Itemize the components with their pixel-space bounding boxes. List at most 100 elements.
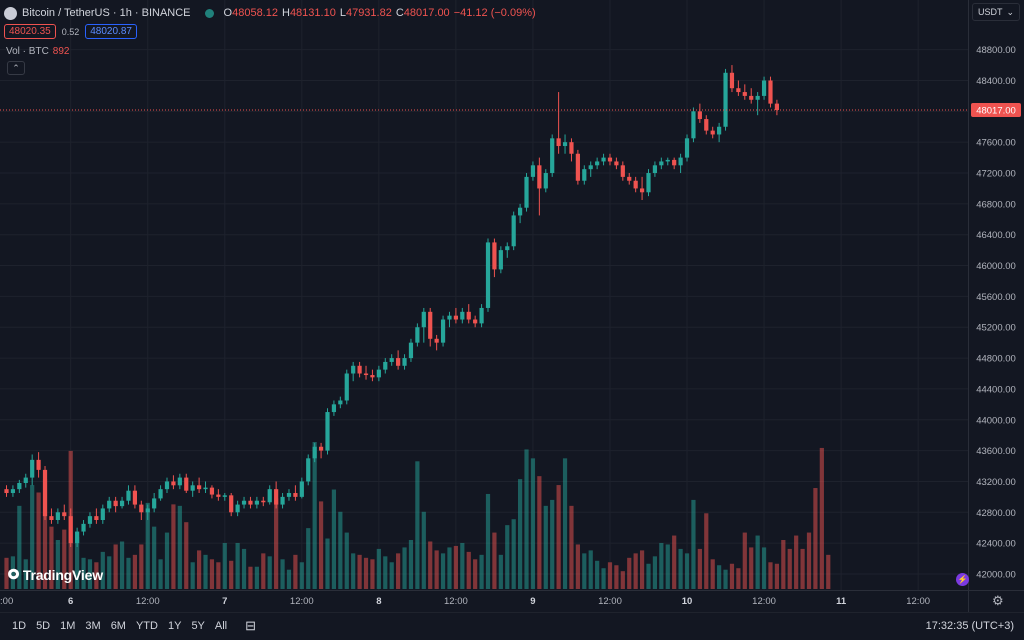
candle-body — [164, 481, 170, 490]
candle-body — [492, 242, 497, 270]
range-1y-button[interactable]: 1Y — [167, 619, 182, 632]
volume-bar — [562, 458, 568, 589]
price-chart[interactable]: 48800.0048400.0048000.0047600.0047200.00… — [0, 0, 1024, 612]
candle-body — [325, 412, 330, 451]
candle-body — [550, 138, 555, 174]
symbol-title[interactable]: Bitcoin / TetherUS · 1h · BINANCE — [22, 7, 191, 19]
candle-body — [312, 446, 317, 459]
chevron-down-icon: ⌄ — [1006, 6, 1014, 17]
x-tick-label: 12:00 — [290, 596, 314, 607]
sell-price-button[interactable]: 48020.35 — [4, 24, 56, 39]
volume-bar — [704, 513, 709, 589]
volume-bar — [23, 559, 28, 589]
candle-body — [440, 319, 446, 343]
y-tick-label: 48800.00 — [976, 45, 1016, 56]
candle-body — [49, 516, 54, 521]
candle-body — [485, 242, 491, 308]
candle-body — [274, 489, 279, 505]
clock-readout[interactable]: 17:32:35 (UTC+3) — [925, 619, 1014, 632]
range-3m-button[interactable]: 3M — [85, 619, 101, 632]
range-1m-button[interactable]: 1M — [60, 619, 76, 632]
volume-bar — [318, 501, 324, 589]
candle-body — [749, 95, 754, 100]
candle-body — [530, 165, 536, 177]
volume-bar — [717, 565, 722, 589]
candle-body — [428, 311, 433, 339]
range-5y-button[interactable]: 5Y — [191, 619, 205, 632]
candle-body — [87, 516, 93, 524]
candle-body — [344, 373, 349, 401]
candle-body — [543, 173, 548, 189]
candle-body — [75, 531, 80, 544]
volume-bar — [42, 479, 48, 589]
volume-bar — [100, 551, 105, 589]
x-tick-label: 6 — [68, 596, 73, 607]
volume-bar — [280, 559, 285, 589]
close-value: 48017.00 — [403, 7, 450, 19]
lightning-icon[interactable]: ⚡ — [956, 573, 969, 586]
candle-body — [203, 487, 208, 490]
candle-body — [453, 315, 458, 320]
calendar-icon[interactable]: ⊟ — [245, 617, 257, 633]
x-tick-label: 12:00 — [444, 596, 468, 607]
currency-selector[interactable]: USDT ⌄ — [972, 3, 1020, 21]
volume-bar — [383, 556, 388, 589]
range-all-button[interactable]: All — [214, 619, 228, 632]
volume-bar — [556, 485, 561, 589]
volume-bar — [248, 566, 253, 589]
candle-body — [184, 477, 189, 491]
candle-body — [152, 498, 157, 509]
candle-body — [723, 72, 728, 127]
volume-bar — [107, 556, 112, 589]
candle-body — [569, 142, 574, 154]
volume-bar — [229, 560, 234, 589]
volume-bar — [408, 540, 414, 589]
range-6m-button[interactable]: 6M — [110, 619, 126, 632]
market-status-icon[interactable] — [204, 8, 214, 18]
tradingview-logo[interactable]: 🞉 TradingView — [8, 566, 103, 583]
candle-body — [684, 138, 690, 158]
volume-bar — [691, 499, 696, 589]
y-tick-label: 47600.00 — [976, 138, 1016, 149]
collapse-legend-button[interactable]: ⌃ — [7, 61, 25, 75]
volume-bar — [826, 554, 831, 589]
candle-body — [293, 493, 298, 497]
candle-body — [473, 319, 478, 324]
volume-bar — [466, 551, 471, 589]
last-price-tag — [971, 103, 1021, 118]
volume-bar — [389, 562, 394, 589]
candle-body — [55, 512, 60, 521]
volume-bar — [261, 553, 266, 589]
volume-bar — [761, 547, 767, 589]
range-1d-button[interactable]: 1D — [12, 619, 27, 632]
candle-body — [248, 500, 253, 505]
volume-label[interactable]: Vol · BTC — [6, 46, 49, 57]
gear-icon[interactable]: ⚙ — [992, 593, 1004, 608]
bitcoin-logo-icon — [4, 6, 17, 20]
volume-bar — [492, 532, 497, 589]
volume-bar — [659, 542, 664, 589]
range-5d-button[interactable]: 5D — [36, 619, 51, 632]
volume-bar — [434, 550, 439, 589]
volume-bar — [10, 556, 16, 589]
volume-bar — [216, 562, 221, 589]
candle-body — [460, 311, 465, 320]
volume-value: 892 — [52, 46, 70, 57]
candle-body — [357, 365, 362, 374]
buy-price-button[interactable]: 48020.87 — [85, 24, 137, 39]
volume-bar — [749, 547, 754, 589]
bottom-toolbar: 1D 5D 1M 3M 6M YTD 1Y 5Y All ⊟ 17:32:35 … — [0, 612, 1024, 638]
candle-body — [498, 250, 503, 270]
volume-bar — [177, 505, 182, 589]
candle-body — [190, 485, 195, 491]
close-label: C — [395, 7, 404, 19]
range-ytd-button[interactable]: YTD — [135, 619, 158, 632]
volume-bar — [4, 557, 9, 589]
volume-bar — [768, 562, 773, 589]
spread-value: 0.52 — [61, 26, 80, 37]
x-tick-label: 10 — [682, 596, 693, 607]
candle-body — [100, 508, 105, 521]
candle-body — [575, 153, 580, 181]
volume-bar — [518, 479, 523, 589]
y-tick-label: 45200.00 — [976, 323, 1016, 334]
